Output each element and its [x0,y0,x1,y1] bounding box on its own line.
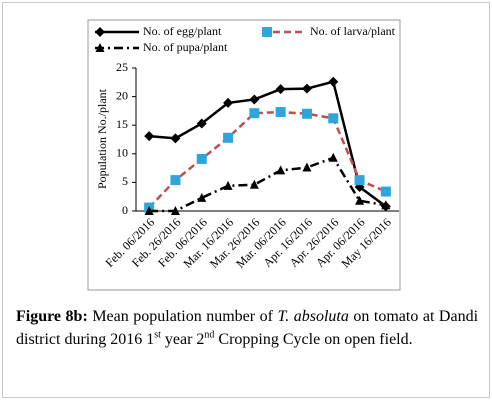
y-tick-label: 20 [116,88,128,102]
caption-sup: st [154,329,161,341]
legend-label: No. of pupa/plant [143,40,228,54]
point [380,186,391,197]
y-tick-label: 25 [116,60,128,74]
caption-text: on tomato at Dandi district during 2016 … [16,308,479,348]
series-line [149,80,387,208]
point [328,152,338,162]
point [196,118,207,129]
point [381,200,391,210]
caption-text: Mean population number of [92,308,273,325]
point [249,94,260,105]
point [275,84,286,95]
caption-sup: nd [204,329,215,341]
point [301,108,312,119]
point [144,131,155,142]
legend-label: No. of larva/plant [310,24,396,38]
point [197,192,207,202]
point [196,153,207,164]
point [276,165,286,175]
caption-label: Figure 8b: [16,308,88,325]
point [301,83,312,94]
point [354,175,365,186]
point [302,162,312,172]
legend-label: No. of egg/plant [143,24,222,38]
point [170,175,181,186]
point [170,133,181,144]
point [355,195,365,205]
caption-text: Cropping Cycle on open field. [218,331,413,348]
point [328,76,339,87]
point [249,179,259,189]
y-tick-label: 0 [122,203,128,217]
y-tick-label: 5 [122,174,128,188]
caption: Figure 8b: Mean population number of T. … [16,305,478,351]
point [144,206,154,215]
point [249,108,260,119]
series-line [149,156,387,213]
caption-text: year 2 [164,331,205,348]
chart-border [87,19,401,291]
y-tick-label: 10 [116,146,128,160]
y-axis-title: Population No./plant [95,88,109,189]
legend-marker [95,43,105,52]
y-tick-label: 15 [116,117,128,131]
legend-marker [95,27,105,37]
point [328,113,339,124]
point [275,107,286,118]
point [223,132,234,143]
point [170,206,180,215]
point [223,180,233,190]
point [223,97,234,108]
series-line [148,110,387,209]
caption-species: T. absoluta [277,308,349,325]
legend-marker [262,27,272,37]
